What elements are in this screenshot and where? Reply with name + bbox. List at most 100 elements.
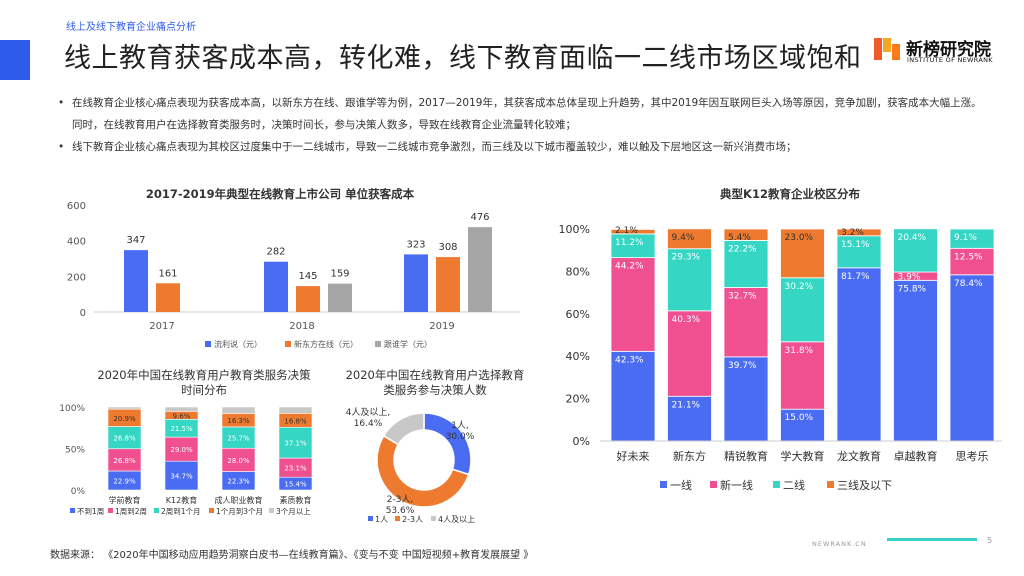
logo-text: 新榜研究院 (906, 40, 991, 60)
legend-label: 1周到2周 (115, 507, 147, 516)
data-label: 3.2% (841, 228, 864, 238)
legend-label: 新东方在线（元） (294, 339, 358, 349)
legend-swatch (660, 481, 667, 488)
stacked-segment (780, 341, 825, 410)
page-title: 线上教育获客成本高，转化难，线下教育面临一二线市场区域饱和 (64, 43, 862, 74)
bullet-text: 线下教育企业核心痛点表现为其校区过度集中于一二线城市，导致一二线城市竞争激烈，而… (72, 141, 797, 153)
bar (404, 254, 428, 312)
data-label: 16.8% (284, 417, 307, 425)
stacked-segment (667, 228, 712, 250)
legend-label: 流利说（元） (214, 339, 262, 349)
stacked-segment (723, 240, 769, 288)
data-label: 81.7% (841, 272, 870, 282)
footer-accent-bar (887, 538, 977, 541)
y-tick-label: 50% (65, 446, 85, 456)
legend-label: 三线及以下 (837, 478, 892, 492)
legend-swatch (154, 508, 159, 513)
stacked-segment (610, 229, 656, 235)
x-tick-label: 龙文教育 (837, 449, 881, 463)
data-label: 16.3% (227, 417, 250, 425)
acquisition-cost-chart: 0 200 400 600 347 161 2017 282 145 159 2018 323 308 4… (67, 201, 520, 349)
legend-swatch (368, 516, 373, 521)
stacked-segment (780, 408, 825, 442)
bullet-item: • 在线教育企业核心痛点表现为获客成本高，以新东方在线、跟谁学等为例，2017—… (58, 92, 988, 136)
chart-title-decision-time: 2020年中国在线教育用户教育类服务决策时间分布 (97, 368, 311, 397)
data-label: 9.1% (954, 233, 977, 243)
stacked-segment (278, 406, 313, 414)
data-label: 78.4% (954, 279, 983, 289)
y-tick-label: 0% (573, 435, 590, 448)
stacked-segment (221, 406, 256, 414)
y-tick-label: 200 (67, 272, 86, 283)
data-label: 23.0% (785, 233, 814, 243)
y-tick-label: 600 (67, 201, 86, 212)
data-label: 15.0% (785, 413, 814, 423)
donut-slice (376, 434, 470, 508)
legend-swatch (205, 341, 211, 347)
x-tick-label: 2017 (149, 321, 174, 332)
chart-title-decision-makers: 2020年中国在线教育用户选择教育类服务参与决策人数 (345, 368, 525, 397)
x-tick-label: 卓越教育 (894, 449, 938, 463)
data-label: 42.3% (615, 355, 644, 365)
legend-label: 4人及以上 (438, 515, 475, 524)
stacked-segment (836, 267, 882, 442)
stacked-segment (949, 247, 995, 276)
y-tick-label: 40% (566, 350, 590, 363)
slice-label: 1人, 30.0% (446, 420, 475, 442)
data-label: 15.4% (284, 481, 307, 489)
legend-swatch (375, 341, 381, 347)
slice-label: 2-3人, 53.6% (386, 494, 415, 516)
slice-label: 4人及以上, 16.4% (346, 407, 391, 429)
stacked-segment (667, 310, 712, 397)
data-label: 22.9% (113, 477, 136, 485)
data-label: 476 (470, 212, 489, 223)
legend-swatch (395, 516, 400, 521)
y-tick-label: 60% (566, 308, 590, 321)
data-source-note: 数据来源： 《2020年中国移动应用趋势洞察白皮书—在线教育篇》、《变与不变 中… (50, 550, 534, 561)
legend-swatch (773, 481, 780, 488)
y-tick-label: 0 (80, 308, 86, 319)
bar (264, 261, 288, 312)
y-tick-label: 80% (566, 265, 590, 278)
newrank-logo-icon (874, 38, 900, 60)
bullet-dot-icon: • (58, 141, 65, 153)
stacked-segment (723, 228, 769, 241)
data-label: 12.5% (954, 252, 983, 262)
legend-swatch (108, 508, 113, 513)
data-label: 282 (266, 247, 285, 258)
data-label: 347 (126, 235, 145, 246)
legend-label: 3个月以上 (276, 507, 311, 516)
data-label: 37.1% (284, 440, 307, 448)
stacked-segment (610, 350, 656, 442)
data-label: 21.1% (672, 400, 701, 410)
y-tick-label: 0% (71, 487, 86, 497)
stacked-segment (164, 460, 199, 491)
data-label: 23.1% (284, 465, 307, 473)
bar (124, 250, 148, 312)
legend-swatch (827, 481, 834, 488)
stacked-segment (780, 228, 825, 279)
y-tick-label: 20% (566, 393, 590, 406)
data-label: 32.7% (728, 292, 757, 302)
data-label: 75.8% (898, 284, 927, 294)
data-label: 26.8% (113, 435, 136, 443)
legend-swatch (710, 481, 717, 488)
bar (328, 283, 352, 312)
legend-label: 2周到1个月 (161, 507, 201, 516)
bar (468, 227, 492, 312)
stacked-segment (949, 274, 995, 442)
stacked-segment (164, 406, 199, 412)
y-tick-label: 400 (67, 237, 86, 248)
page-number: 5 (987, 536, 993, 545)
legend-label: 一线 (670, 478, 692, 492)
x-tick-label: 新东方 (673, 449, 706, 463)
y-tick-label: 100% (559, 223, 590, 236)
donut-slice (382, 412, 425, 446)
x-tick-label: 学大教育 (781, 449, 825, 463)
newrank-logo: 新榜研究院 INSTITUTE OF NEWRANK (874, 36, 1014, 66)
bar (436, 257, 460, 312)
stacked-segment (667, 248, 712, 312)
data-label: 161 (158, 268, 177, 279)
stacked-segment (610, 257, 656, 352)
data-label: 29.0% (170, 446, 193, 454)
